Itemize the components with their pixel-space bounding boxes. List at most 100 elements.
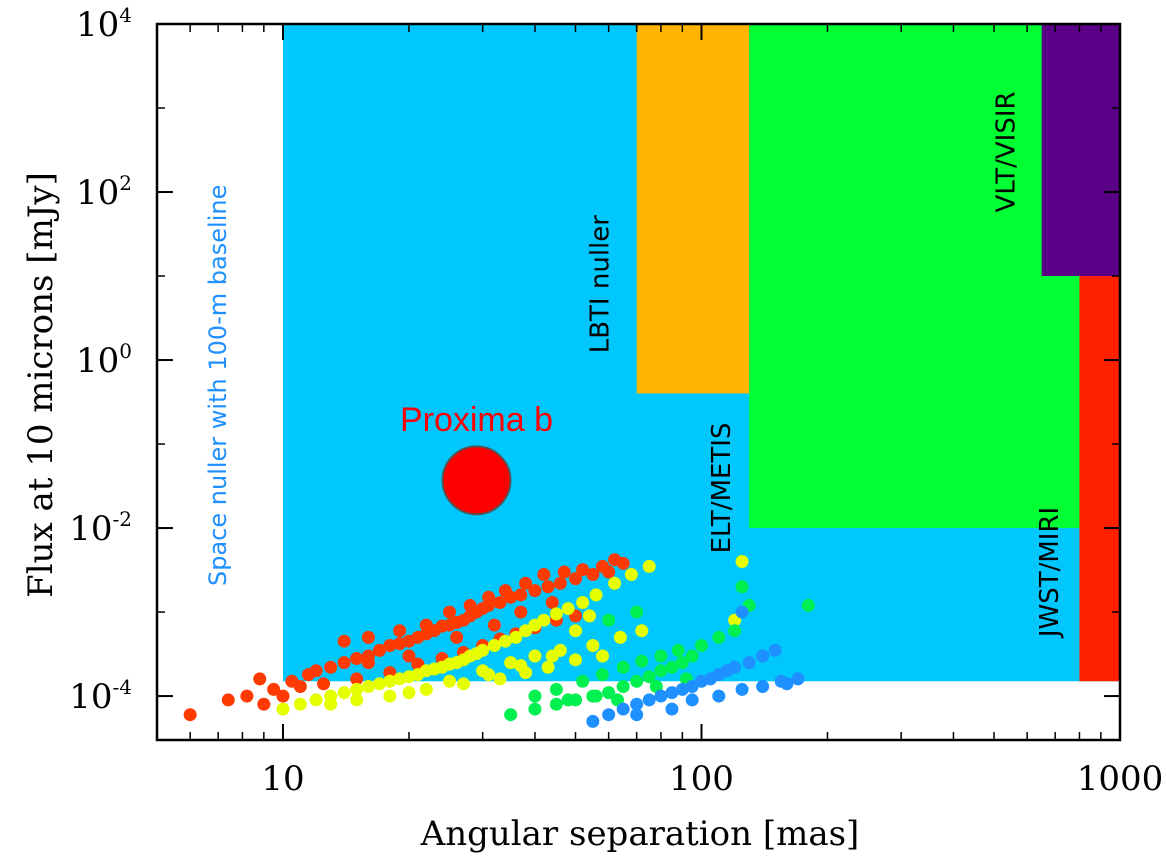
point-yellow (608, 576, 622, 590)
point-green (685, 649, 699, 663)
point-green (528, 702, 542, 716)
point-blue (675, 682, 689, 696)
point-red (183, 708, 197, 722)
point-yellow (383, 689, 397, 703)
point-green (654, 664, 668, 678)
point-green (630, 674, 644, 688)
point-red (276, 689, 290, 703)
point-blue (768, 643, 782, 657)
y-tick-label: 100 (76, 339, 132, 381)
point-red (557, 565, 571, 579)
x-tick-label: 1000 (1077, 759, 1164, 799)
point-yellow (528, 649, 542, 663)
y-tick-base: 10 (69, 677, 112, 717)
point-green (630, 605, 644, 619)
proxima-b-marker (441, 445, 512, 516)
point-green (595, 668, 609, 682)
point-yellow (735, 554, 749, 568)
region-jwst-miri (1079, 276, 1120, 682)
label-jwst-miri: JWST/MIRI (1035, 507, 1065, 639)
proxima-b-label: Proxima b (400, 401, 553, 439)
point-yellow (569, 624, 583, 638)
point-yellow (519, 624, 533, 638)
point-blue (756, 649, 770, 663)
point-yellow (613, 630, 627, 644)
point-red (293, 680, 307, 694)
y-tick-exponent: 2 (119, 171, 132, 195)
point-blue (735, 682, 749, 696)
point-red (576, 563, 590, 577)
y-tick-base: 10 (76, 173, 119, 213)
y-tick-exponent: -2 (113, 507, 132, 531)
point-yellow (476, 643, 490, 657)
y-tick-label: 104 (76, 3, 132, 45)
point-red (337, 634, 351, 648)
point-yellow (337, 686, 351, 700)
point-red (393, 624, 407, 638)
point-red (240, 689, 254, 703)
region-lbti-nuller (636, 24, 750, 394)
point-red (493, 595, 507, 609)
point-green (728, 624, 742, 638)
point-yellow (372, 677, 386, 691)
point-yellow (276, 702, 290, 716)
point-yellow (624, 567, 638, 581)
point-green (576, 674, 590, 688)
x-tick-label: 10 (261, 759, 304, 799)
point-yellow (324, 697, 338, 711)
point-blue (728, 660, 742, 674)
point-red (514, 588, 528, 602)
point-yellow (537, 613, 551, 627)
point-blue (791, 672, 805, 686)
point-red (553, 576, 567, 590)
point-red (545, 595, 559, 609)
point-blue (665, 686, 679, 700)
region-vlt-visir (1041, 24, 1120, 277)
point-yellow (350, 682, 364, 696)
point-red (361, 656, 375, 670)
point-red (487, 618, 501, 632)
point-red (519, 576, 533, 590)
point-green (549, 697, 563, 711)
point-red (450, 630, 464, 644)
point-green (602, 686, 616, 700)
point-red (463, 598, 477, 612)
point-blue (774, 674, 788, 688)
point-red (443, 605, 457, 619)
point-red (317, 677, 331, 691)
point-yellow (549, 607, 563, 621)
point-yellow (509, 630, 523, 644)
y-tick-label: 102 (76, 171, 132, 213)
point-red (337, 656, 351, 670)
y-tick-exponent: -4 (113, 675, 132, 699)
point-red (569, 572, 583, 586)
point-red (528, 584, 542, 598)
y-tick-label: 10-2 (69, 507, 132, 549)
point-green (589, 689, 603, 703)
point-green (675, 656, 689, 670)
point-red (586, 567, 600, 581)
point-red (267, 682, 281, 696)
point-green (635, 654, 649, 668)
point-green (561, 693, 575, 707)
point-blue (756, 680, 770, 694)
point-yellow (595, 649, 609, 663)
point-blue (630, 708, 644, 722)
y-tick-base: 10 (76, 341, 119, 381)
point-yellow (309, 693, 323, 707)
point-blue (602, 708, 616, 722)
point-yellow (586, 638, 600, 652)
point-yellow (419, 682, 433, 696)
plot-frame (155, 22, 1122, 742)
y-tick-exponent: 0 (119, 339, 132, 363)
point-red (498, 584, 512, 598)
label-elt-metis: ELT/METIS (707, 423, 737, 554)
point-yellow (514, 659, 528, 673)
label-vlt-visir: VLT/VISIR (992, 91, 1022, 212)
point-green (616, 660, 630, 674)
point-green (735, 580, 749, 594)
point-green (694, 638, 708, 652)
y-axis-title: Flux at 10 microns [mJy] (21, 172, 61, 598)
point-red (616, 556, 630, 570)
point-green (549, 682, 563, 696)
